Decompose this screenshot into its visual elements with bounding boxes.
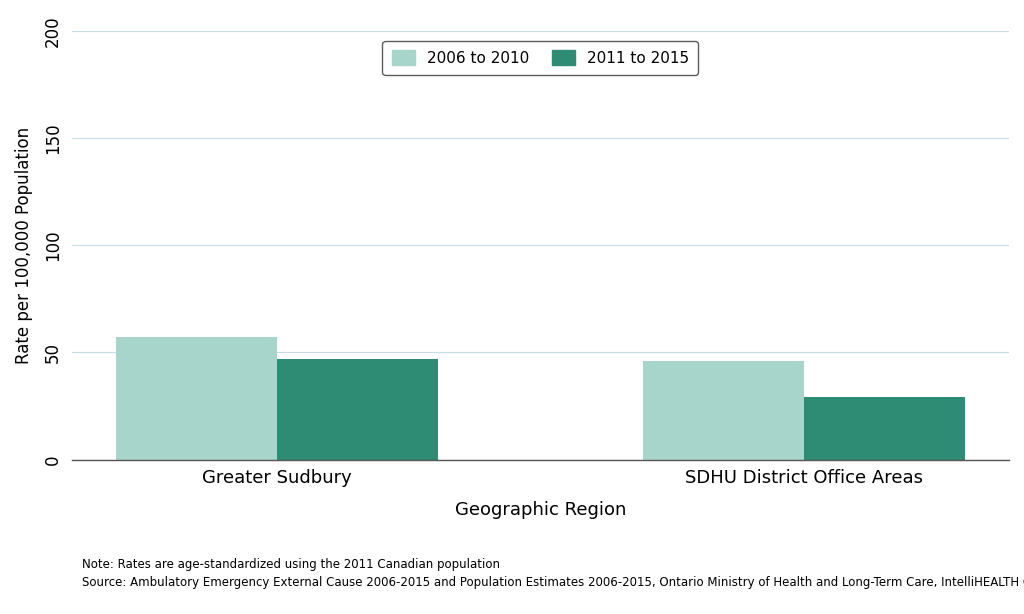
Bar (804, 397, 965, 459)
Text: Note: Rates are age-standardized using the 2011 Canadian population: Note: Rates are age-standardized using t… (82, 558, 500, 571)
Legend: 2006 to 2010, 2011 to 2015: 2006 to 2010, 2011 to 2015 (383, 41, 698, 75)
Y-axis label: Rate per 100,000 Population: Rate per 100,000 Population (15, 126, 33, 363)
Text: Source: Ambulatory Emergency External Cause 2006-2015 and Population Estimates 2: Source: Ambulatory Emergency External Ca… (82, 577, 1024, 589)
Bar (116, 337, 276, 459)
Bar (643, 361, 804, 459)
Bar (276, 359, 438, 459)
X-axis label: Geographic Region: Geographic Region (455, 501, 626, 519)
